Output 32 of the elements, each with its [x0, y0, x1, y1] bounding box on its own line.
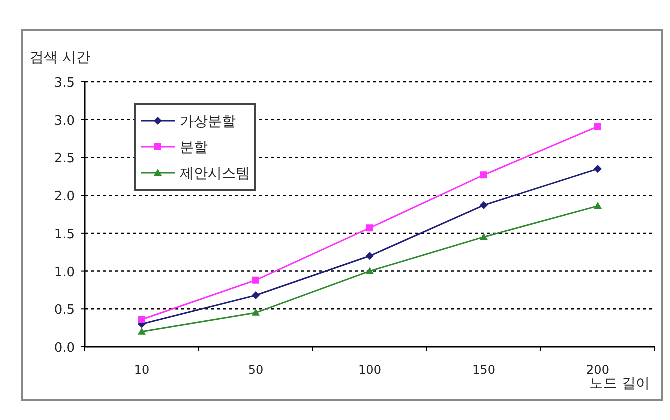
- point: [480, 172, 488, 179]
- y-tick-label: 2.0: [54, 190, 75, 205]
- y-tick-label: 0.0: [54, 341, 75, 356]
- x-axis-title: 노드 길이: [590, 376, 650, 392]
- point: [594, 123, 602, 130]
- point: [252, 292, 260, 300]
- legend-label: 분할: [180, 140, 208, 156]
- point: [138, 316, 146, 324]
- y-tick-label: 3.0: [54, 114, 75, 129]
- y-tick-label: 3.5: [54, 76, 75, 91]
- point: [366, 267, 374, 274]
- point: [594, 202, 602, 210]
- legend-label: 가상분할: [180, 114, 236, 130]
- legend-label: 제안시스템: [180, 166, 250, 182]
- point: [594, 165, 602, 174]
- y-tick-label: 1.0: [54, 265, 75, 280]
- point: [366, 252, 374, 260]
- x-tick-label: 50: [248, 363, 264, 377]
- point: [252, 308, 260, 316]
- y-tick-label: 1.5: [54, 227, 75, 242]
- y-tick-label: 0.5: [54, 303, 75, 318]
- point: [252, 276, 260, 284]
- point: [366, 224, 374, 232]
- x-tick-label: 10: [134, 363, 150, 377]
- point: [480, 201, 488, 210]
- point: [138, 328, 146, 335]
- y-tick-label: 2.5: [54, 152, 75, 167]
- point: [480, 233, 488, 240]
- x-tick-label: 100: [358, 363, 382, 377]
- x-tick-label: 200: [586, 363, 610, 377]
- x-tick-label: 150: [472, 363, 496, 377]
- y-axis-title: 검색 시간: [30, 50, 90, 66]
